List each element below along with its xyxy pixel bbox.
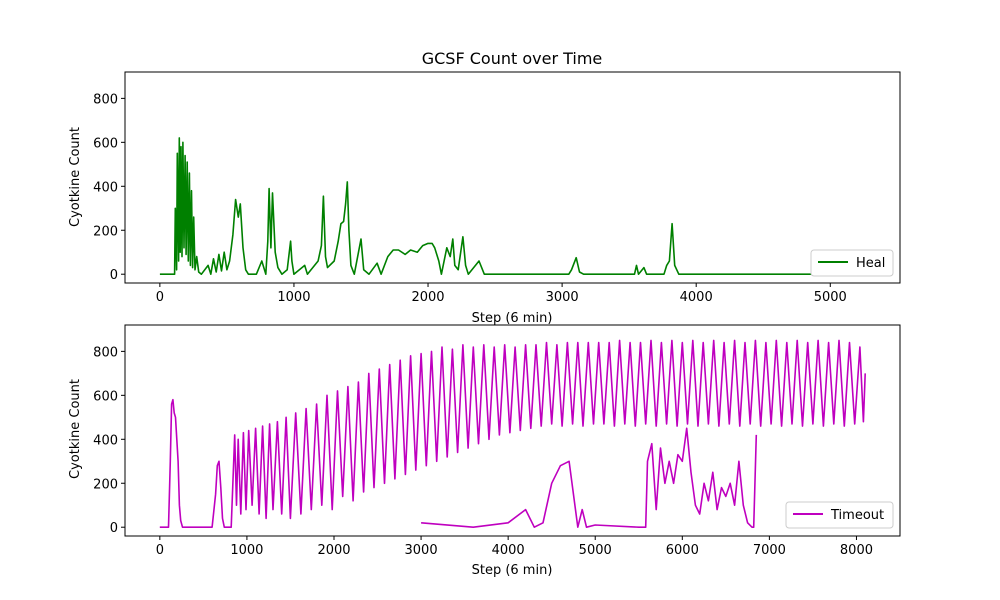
timeout-x-tick-label: 2000 bbox=[317, 543, 350, 558]
timeout-y-axis-ticks: 0 200 400 600 800 bbox=[93, 345, 125, 536]
timeout-y-tick-label: 600 bbox=[93, 389, 118, 404]
timeout-legend-label: Timeout bbox=[830, 508, 884, 523]
heal-y-axis-ticks: 0 200 400 600 800 bbox=[93, 92, 125, 283]
timeout-x-tick-label: 1000 bbox=[230, 543, 263, 558]
heal-x-tick-label: 3000 bbox=[546, 290, 579, 305]
heal-plot-area bbox=[159, 137, 864, 276]
timeout-x-tick-label: 6000 bbox=[666, 543, 699, 558]
timeout-y-axis-label: Cyotkine Count bbox=[68, 379, 83, 479]
heal-x-tick-label: 0 bbox=[156, 290, 164, 305]
timeout-panel: 0 1000 2000 3000 4000 5000 6000 7000 8000 0 200 40… bbox=[68, 324, 901, 578]
timeout-series-line-0 bbox=[159, 339, 866, 529]
timeout-series-line-1 bbox=[421, 427, 758, 529]
timeout-legend: Timeout bbox=[785, 501, 894, 529]
timeout-x-tick-label: 5000 bbox=[579, 543, 612, 558]
timeout-y-tick-label: 0 bbox=[110, 521, 118, 536]
timeout-plot-area bbox=[159, 339, 866, 529]
heal-legend: Heal bbox=[810, 249, 894, 277]
heal-x-axis-ticks: 0 1000 2000 3000 4000 5000 bbox=[156, 283, 847, 305]
heal-legend-box bbox=[810, 249, 894, 277]
heal-y-axis-label: Cyotkine Count bbox=[68, 127, 83, 227]
heal-x-tick-label: 1000 bbox=[277, 290, 310, 305]
heal-series-line-0 bbox=[159, 137, 864, 276]
heal-y-tick-label: 200 bbox=[93, 224, 118, 239]
heal-y-tick-label: 0 bbox=[110, 268, 118, 283]
heal-axes-frame bbox=[124, 71, 901, 284]
timeout-x-tick-label: 7000 bbox=[753, 543, 786, 558]
heal-y-tick-label: 400 bbox=[93, 180, 118, 195]
timeout-y-tick-label: 200 bbox=[93, 477, 118, 492]
timeout-x-tick-label: 0 bbox=[156, 543, 164, 558]
heal-x-tick-label: 2000 bbox=[411, 290, 444, 305]
timeout-x-tick-label: 8000 bbox=[840, 543, 873, 558]
timeout-x-axis-ticks: 0 1000 2000 3000 4000 5000 6000 7000 8000 bbox=[156, 536, 873, 558]
heal-x-axis-label: Step (6 min) bbox=[472, 311, 553, 326]
heal-y-tick-label: 600 bbox=[93, 136, 118, 151]
chart-title: GCSF Count over Time bbox=[422, 49, 603, 68]
timeout-y-tick-label: 400 bbox=[93, 433, 118, 448]
timeout-x-tick-label: 3000 bbox=[405, 543, 438, 558]
timeout-axes-frame bbox=[124, 324, 901, 537]
heal-y-tick-label: 800 bbox=[93, 92, 118, 107]
heal-panel: GCSF Count over Time 0 1000 2000 3000 4000 50… bbox=[68, 49, 901, 326]
timeout-x-tick-label: 4000 bbox=[492, 543, 525, 558]
timeout-y-tick-label: 800 bbox=[93, 345, 118, 360]
heal-x-tick-label: 5000 bbox=[814, 290, 847, 305]
timeout-x-axis-label: Step (6 min) bbox=[472, 563, 553, 578]
heal-legend-label: Heal bbox=[856, 256, 885, 271]
timeout-legend-box bbox=[785, 501, 894, 529]
heal-x-tick-label: 4000 bbox=[680, 290, 713, 305]
